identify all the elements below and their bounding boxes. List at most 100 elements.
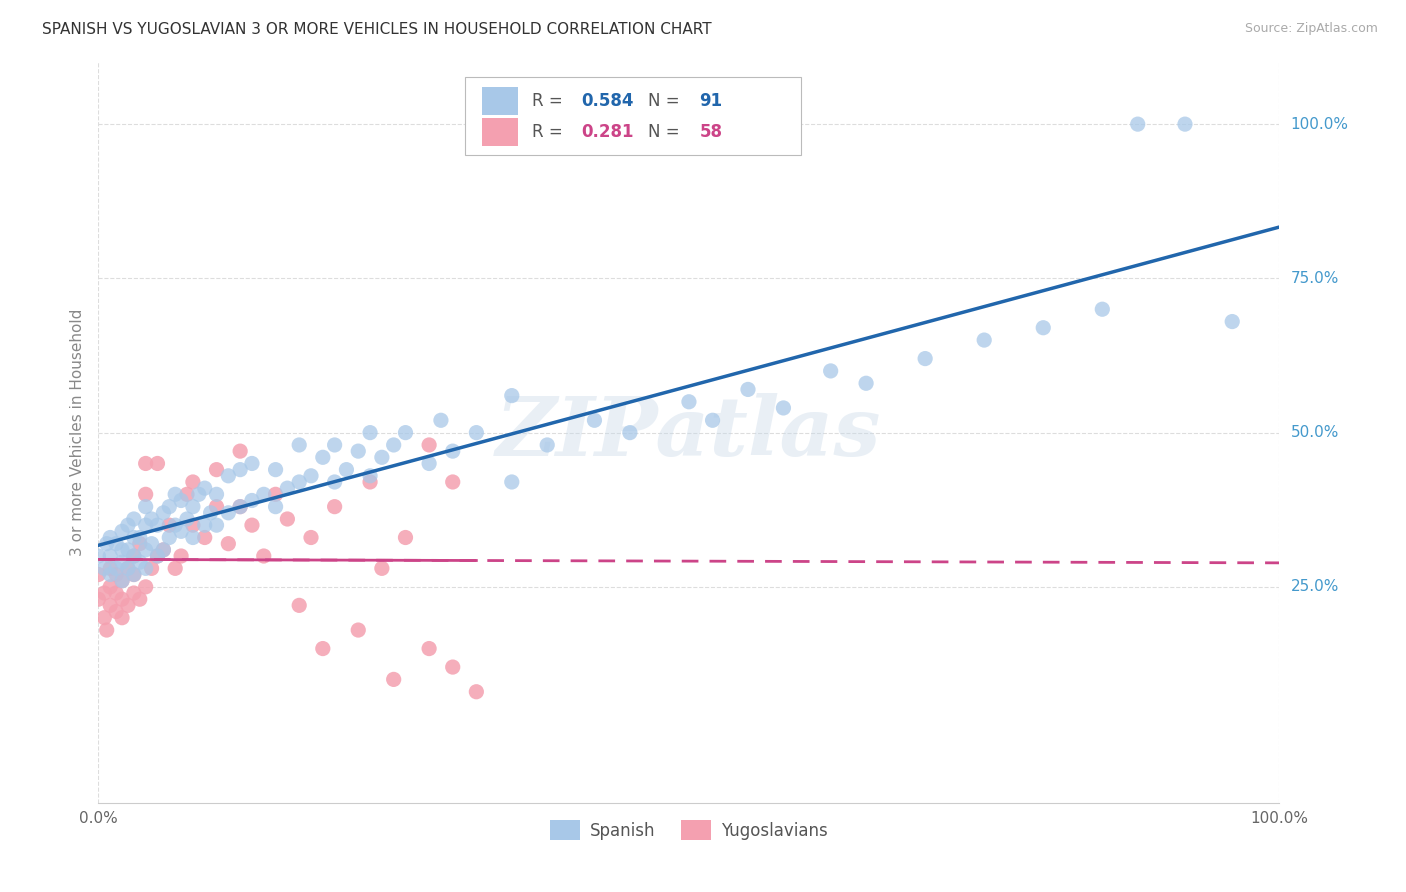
Point [240,457,263,471]
Point [205,487,228,501]
Text: 75.0%: 75.0% [1291,271,1339,285]
Point [111,574,134,588]
Point [111,524,134,539]
Point [128,531,150,545]
Point [430,413,453,427]
Point [382,438,405,452]
Point [146,549,169,563]
Point [382,673,405,687]
Point [165,518,187,533]
Point [288,438,311,452]
Legend: Spanish, Yugoslavians: Spanish, Yugoslavians [544,814,834,847]
Point [117,561,139,575]
Point [111,592,134,607]
Point [157,500,180,514]
Point [205,462,228,476]
Point [128,555,150,569]
Text: SPANISH VS YUGOSLAVIAN 3 OR MORE VEHICLES IN HOUSEHOLD CORRELATION CHART: SPANISH VS YUGOSLAVIAN 3 OR MORE VEHICLE… [42,22,711,37]
Point [312,450,335,465]
Point [181,500,204,514]
Text: 0.281: 0.281 [582,122,634,141]
Point [181,475,204,489]
Point [276,481,298,495]
Point [170,493,193,508]
Point [135,487,157,501]
Point [240,493,263,508]
Point [141,536,163,550]
Point [264,462,287,476]
Point [253,549,276,563]
Point [117,542,139,557]
Text: Source: ZipAtlas.com: Source: ZipAtlas.com [1244,22,1378,36]
Point [146,518,169,533]
Point [229,500,252,514]
Point [117,599,139,613]
Point [465,425,488,440]
Point [135,500,157,514]
Point [501,475,523,489]
Point [820,364,842,378]
Point [105,536,128,550]
Point [359,425,381,440]
Point [141,512,163,526]
Point [135,457,157,471]
Point [146,549,169,563]
Point [335,462,357,476]
Point [1174,117,1197,131]
Point [465,685,488,699]
Point [122,586,145,600]
Text: ZIPatlas: ZIPatlas [496,392,882,473]
Point [105,567,128,582]
Text: N =: N = [648,92,685,110]
Point [111,611,134,625]
Point [1126,117,1149,131]
Point [299,531,322,545]
Point [111,555,134,569]
Point [347,623,370,637]
Point [441,475,464,489]
Point [176,487,198,501]
Point [111,574,134,588]
Point [394,425,416,440]
Point [772,401,794,415]
Point [855,376,877,391]
Point [418,457,440,471]
Point [264,487,287,501]
Point [200,506,222,520]
Point [418,641,440,656]
Text: R =: R = [531,122,568,141]
Point [181,531,204,545]
Point [1091,302,1114,317]
Point [165,487,187,501]
FancyBboxPatch shape [464,78,801,155]
Point [394,531,416,545]
Point [122,567,145,582]
Point [678,394,700,409]
Point [146,457,169,471]
Point [205,518,228,533]
Point [359,475,381,489]
Point [122,567,145,582]
Point [105,586,128,600]
Text: 100.0%: 100.0% [1291,117,1348,132]
Point [312,641,335,656]
Point [253,487,276,501]
Point [194,481,217,495]
Point [157,518,180,533]
Point [323,475,346,489]
Point [98,599,121,613]
Point [96,623,118,637]
Point [122,549,145,563]
Point [264,500,287,514]
Point [98,580,121,594]
Point [135,580,157,594]
Point [441,660,464,674]
Point [105,561,128,575]
Point [141,561,163,575]
Point [323,500,346,514]
Point [135,542,157,557]
Point [441,444,464,458]
Point [229,444,252,458]
Point [229,500,252,514]
Point [117,561,139,575]
